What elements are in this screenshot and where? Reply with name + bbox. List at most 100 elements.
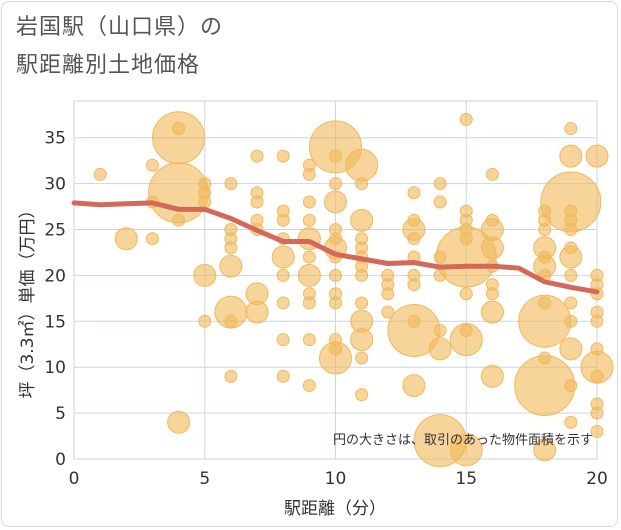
bubble-point [302,250,316,264]
bubble-point [564,415,578,429]
bubble-point [329,149,342,163]
bubble-point [276,369,290,383]
bubble-point [224,177,238,191]
bubble-point [319,341,352,375]
bubble-point [276,333,290,347]
bubble-point [198,195,212,209]
x-tick-label: 0 [69,469,80,489]
bubble-point [114,227,138,251]
bubble-point [345,148,379,182]
bubble-point [590,424,604,438]
bubble-point [564,379,578,393]
bubble-point [355,388,369,402]
y-tick-label: 15 [44,312,66,332]
bubble-point [381,305,395,319]
bubble-point [564,223,578,237]
bubble-point [559,245,583,269]
x-tick-labels: 0 5 10 15 20 [69,469,608,489]
size-note: 円の大きさは、取引のあった物件面積を示す [333,433,593,448]
bubble-point [518,294,572,348]
bubble-point [564,314,578,328]
bubble-point [167,410,191,434]
bubble-point [580,350,614,384]
bubble-point [302,379,316,393]
bubble-point [302,333,316,347]
bubble-point [355,177,369,191]
bubble-point [172,213,186,227]
bubble-point [276,213,290,227]
bubble-point [538,223,552,237]
y-tick-labels: 0 5 10 15 20 25 30 35 [44,129,66,470]
bubble-point [250,195,264,209]
bubble-point [302,195,316,209]
y-tick-label: 5 [55,404,66,424]
bubble-point [449,323,483,357]
bubble-point [533,438,557,462]
chart-title-line2: 駅距離別土地価格 [16,53,201,78]
bubble-point [250,149,264,163]
bubble-point [355,351,369,365]
bubble-point [302,296,316,310]
bubble-point [224,241,238,255]
bubble-point [480,236,504,260]
y-tick-label: 10 [44,358,66,378]
bubble-point [407,186,421,200]
bubble-point [485,167,499,181]
bubble-point [276,296,290,310]
x-tick-label: 10 [325,469,347,489]
bubble-point [480,300,504,324]
bubble-point [564,122,578,136]
trend-line [71,200,600,295]
bubble-point [459,287,473,301]
x-tick-label: 20 [586,469,608,489]
bubble-point [193,263,217,287]
bubble-point [480,364,504,388]
bubble-point [559,337,583,361]
bubble-point [271,245,295,269]
bubble-point [355,296,369,310]
chart-title-line1: 岩国駅（山口県）の [16,15,224,40]
bubble-point [152,111,206,165]
bubble-point [590,406,604,420]
bubble-point [564,296,578,310]
bubble-point [93,167,107,181]
bubble-point [433,195,447,209]
bubble-point [449,433,483,467]
bubble-point [276,149,290,163]
bubble-point [433,323,447,337]
y-tick-label: 25 [44,221,66,241]
bubble-point [302,213,316,227]
bubble-point [224,369,238,383]
bubble-point [198,314,212,328]
bubble-point [350,208,374,232]
bubble-point [585,144,609,168]
bubble-point [145,158,159,172]
bubble-point [350,328,374,352]
bubble-point [329,296,342,310]
bubble-point [485,287,499,301]
bubble-point [381,287,395,301]
bubble-point [402,374,426,398]
y-tick-label: 35 [44,129,66,149]
x-tick-label: 5 [199,469,210,489]
bubble-point [590,314,604,328]
bubble-point [407,278,421,292]
bubble-point [224,314,238,328]
bubble-point [564,268,578,282]
y-axis-title: 坪（3.3㎡）単価（万円） [18,201,38,398]
bubble-point [428,337,452,361]
bubble-point [459,112,473,126]
bubble-point [276,268,290,282]
bubble-point [329,268,342,282]
y-tick-label: 20 [44,266,66,286]
bubble-point [145,232,159,246]
x-axis-title: 駅距離（分） [284,499,386,519]
bubble-point [407,232,421,246]
bubble-point [559,144,583,168]
bubble-layer [93,111,614,468]
bubble-point [245,300,269,324]
bubble-point [297,263,321,287]
y-tick-label: 0 [55,450,66,470]
bubble-point [329,177,342,191]
